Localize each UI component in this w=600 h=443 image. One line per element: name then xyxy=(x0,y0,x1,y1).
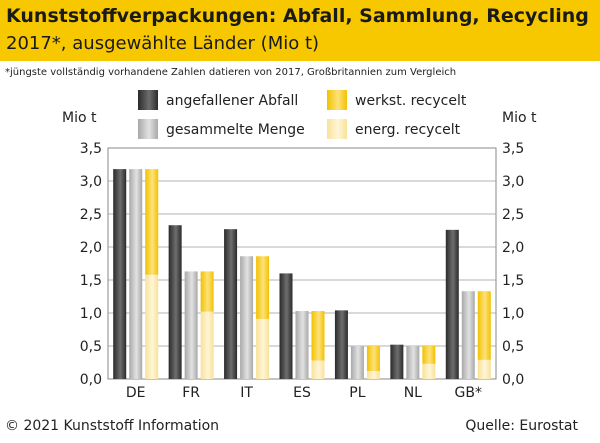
y-tick-label-left: 3,0 xyxy=(80,174,102,190)
source-text: Quelle: Eurostat xyxy=(465,418,578,434)
y-tick-label-left: 0,5 xyxy=(80,339,102,355)
header-bar: Kunststoffverpackungen: Abfall, Sammlung… xyxy=(0,0,600,61)
y-tick-label-right: 1,5 xyxy=(502,273,524,289)
y-tick-label-left: 0,0 xyxy=(80,372,102,388)
legend-label: energ. recycelt xyxy=(355,122,461,138)
bar-recycled-material xyxy=(200,271,214,312)
bar-collected xyxy=(240,256,254,379)
bar-recycled-material xyxy=(366,346,380,372)
bar-collected xyxy=(129,169,143,379)
bar-collected xyxy=(461,291,475,379)
chart-title: Kunststoffverpackungen: Abfall, Sammlung… xyxy=(6,5,589,27)
bar-recycled-energy xyxy=(256,318,270,379)
y-axis-label-left: Mio t xyxy=(62,110,97,126)
y-tick-label-right: 2,5 xyxy=(502,207,524,223)
bar-recycled-material xyxy=(477,291,491,360)
bar-recycled-material xyxy=(145,169,159,275)
legend-swatch xyxy=(138,90,158,110)
bar-recycled-material xyxy=(422,346,436,364)
bar-waste xyxy=(224,229,238,379)
bar-collected xyxy=(350,346,364,379)
bar-collected xyxy=(406,346,420,379)
x-tick-label: IT xyxy=(240,385,253,401)
bar-waste xyxy=(390,344,404,379)
y-tick-label-left: 2,0 xyxy=(80,240,102,256)
x-tick-label: GB* xyxy=(455,385,482,401)
bar-recycled-material xyxy=(256,256,270,319)
x-tick-label: FR xyxy=(182,385,200,401)
y-tick-label-right: 3,0 xyxy=(502,174,524,190)
y-tick-label-left: 3,5 xyxy=(80,141,102,157)
y-tick-label-left: 2,5 xyxy=(80,207,102,223)
x-tick-label: DE xyxy=(126,385,146,401)
legend-label: gesammelte Menge xyxy=(166,122,305,138)
copyright-text: © 2021 Kunststoff Information xyxy=(5,418,220,434)
bar-recycled-energy xyxy=(366,371,380,379)
bar-recycled-energy xyxy=(422,363,436,379)
bar-recycled-material xyxy=(311,311,325,361)
legend-swatch xyxy=(327,90,347,110)
bar-waste xyxy=(168,225,182,379)
footnote: *jüngste vollständig vorhandene Zahlen d… xyxy=(5,67,457,78)
bar-recycled-energy xyxy=(145,274,159,379)
x-tick-label: PL xyxy=(349,385,365,401)
y-tick-label-left: 1,5 xyxy=(80,273,102,289)
bar-waste xyxy=(279,273,293,379)
y-tick-label-right: 0,0 xyxy=(502,372,524,388)
bar-waste xyxy=(113,169,127,379)
legend-label: angefallener Abfall xyxy=(166,93,298,109)
y-tick-label-right: 2,0 xyxy=(502,240,524,256)
legend-swatch xyxy=(138,119,158,139)
bar-recycled-energy xyxy=(477,359,491,379)
bar-recycled-energy xyxy=(200,311,214,379)
y-tick-label-right: 3,5 xyxy=(502,141,524,157)
y-tick-label-right: 1,0 xyxy=(502,306,524,322)
y-tick-label-right: 0,5 xyxy=(502,339,524,355)
bar-collected xyxy=(295,311,309,379)
bar-recycled-energy xyxy=(311,360,325,379)
bar-waste xyxy=(334,310,348,379)
bar-collected xyxy=(184,271,198,379)
y-tick-label-left: 1,0 xyxy=(80,306,102,322)
bar-waste xyxy=(445,229,459,379)
y-axis-label-right: Mio t xyxy=(502,110,537,126)
x-tick-label: ES xyxy=(293,385,311,401)
legend-label: werkst. recycelt xyxy=(355,93,467,109)
chart-subtitle: 2017*, ausgewählte Länder (Mio t) xyxy=(6,33,320,54)
legend-swatch xyxy=(327,119,347,139)
x-tick-label: NL xyxy=(404,385,422,401)
